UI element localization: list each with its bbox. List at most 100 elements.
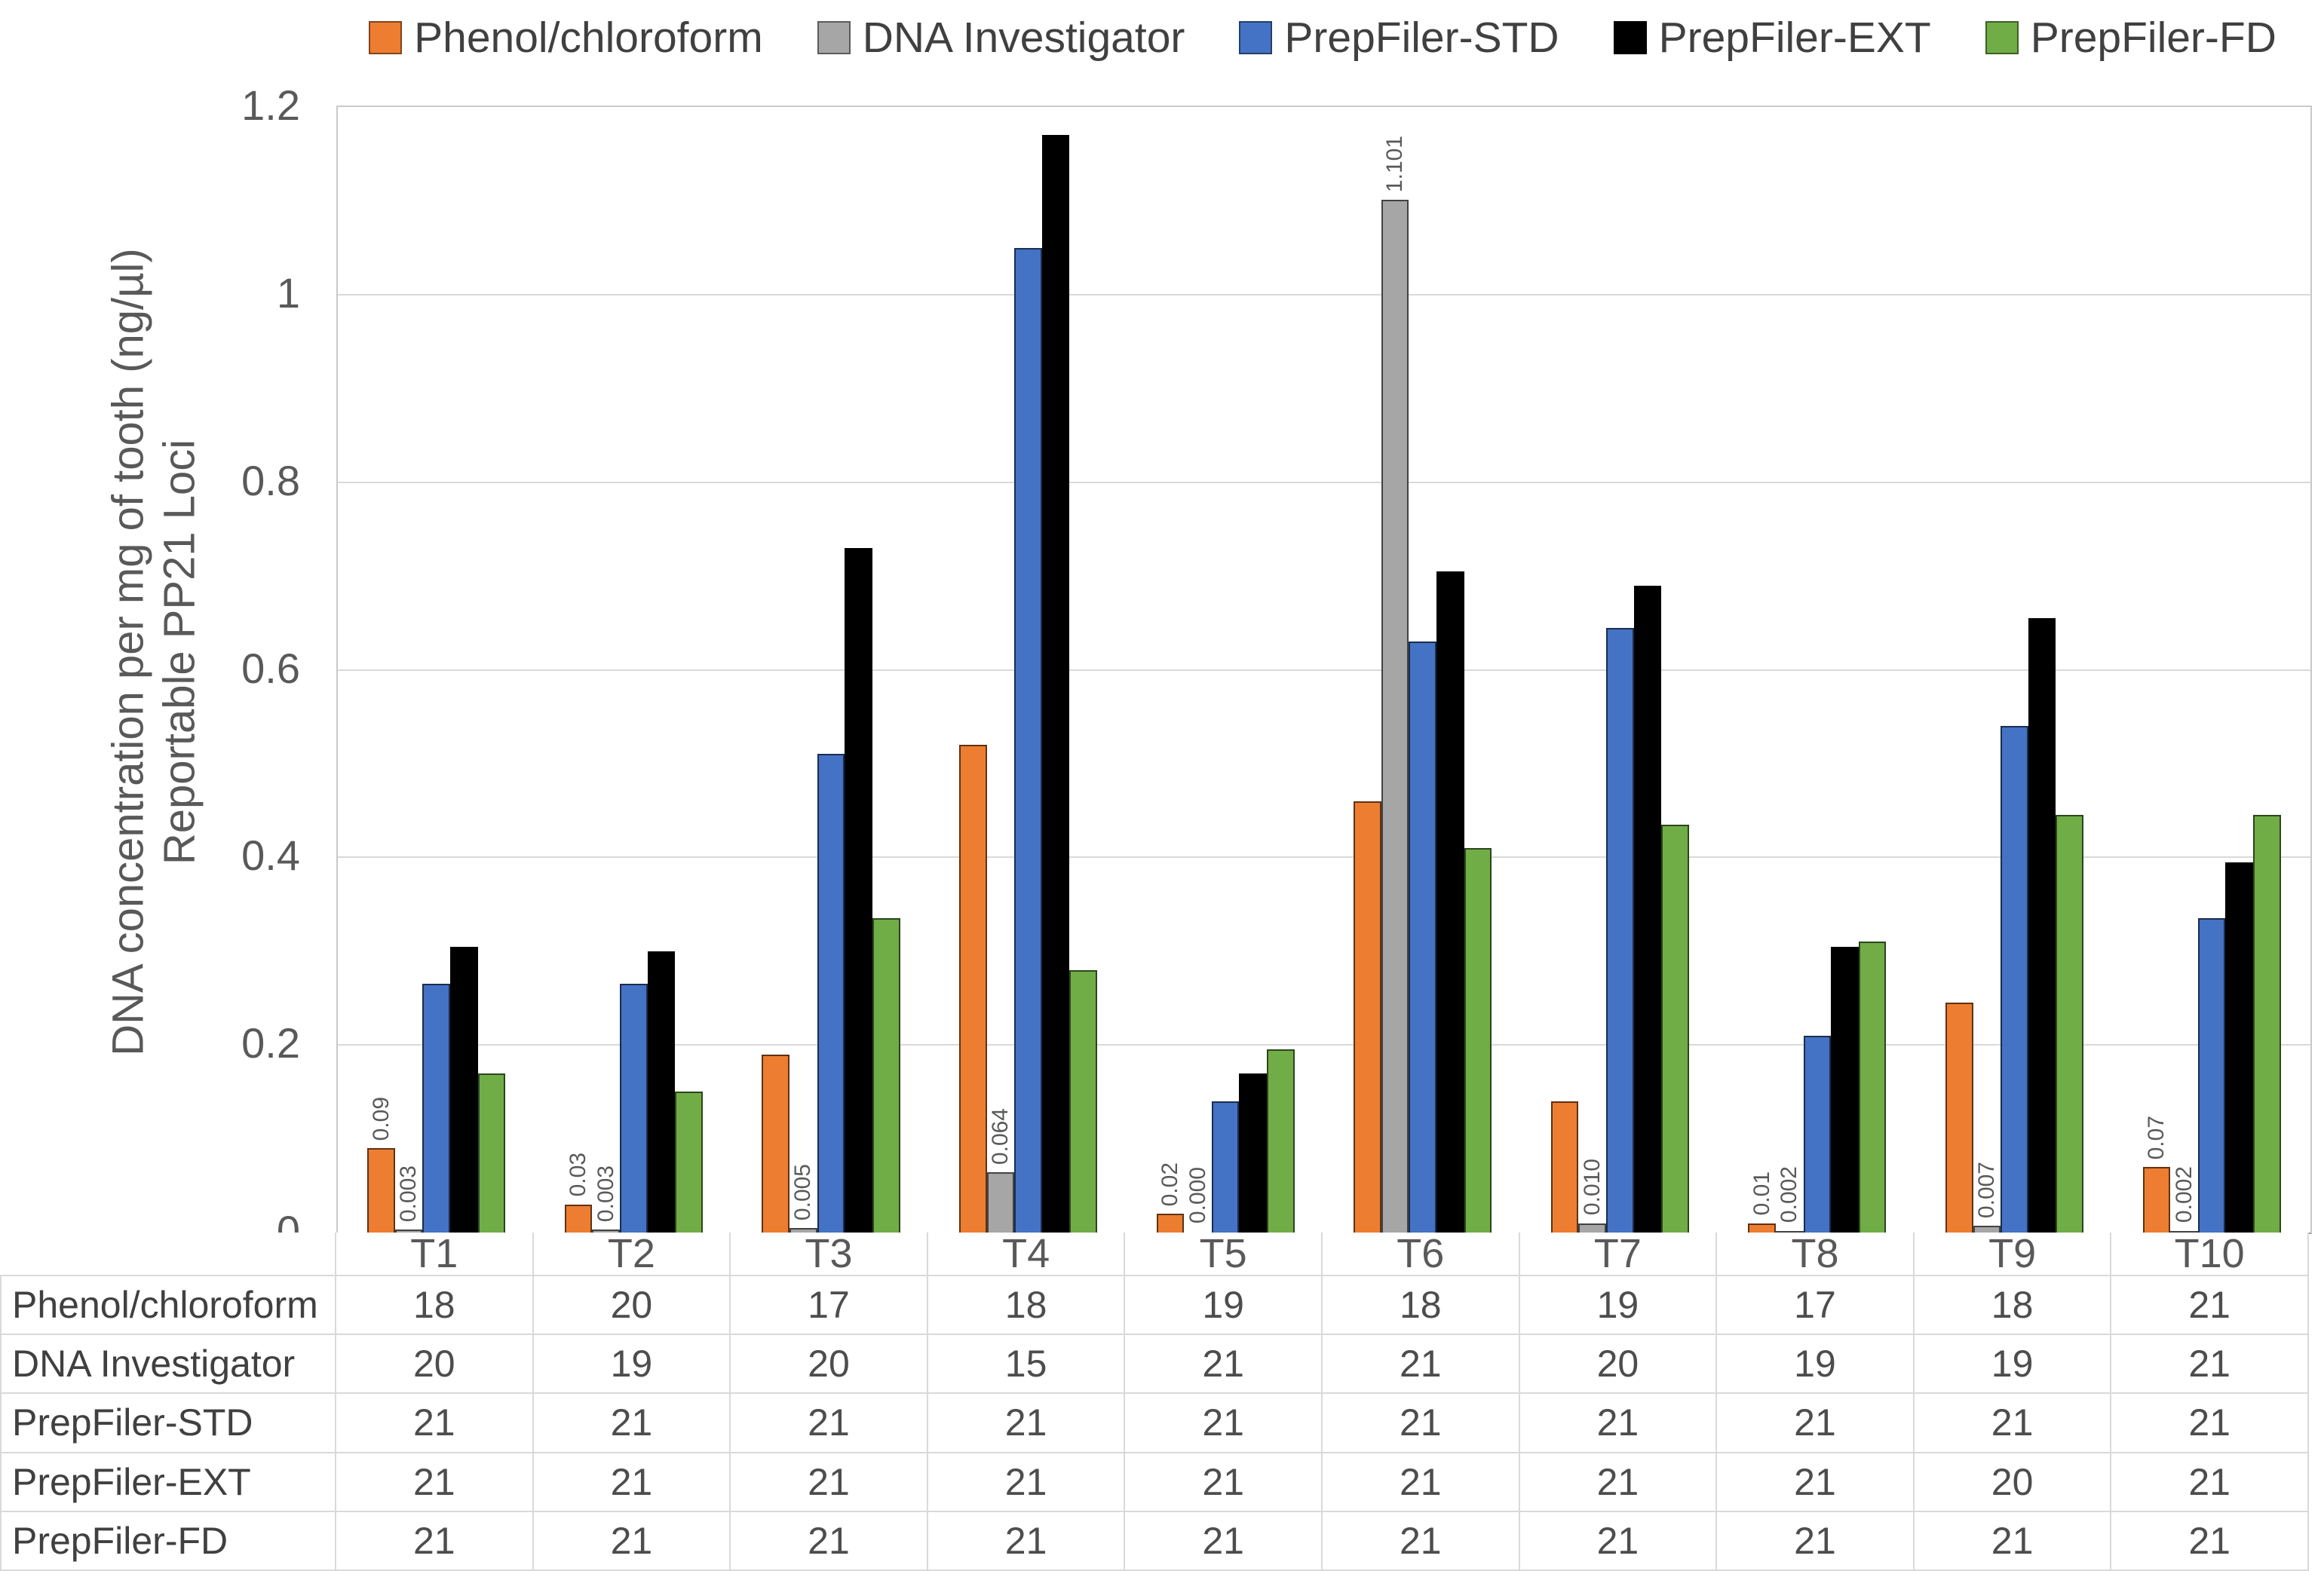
bar-value-label: 0.002 xyxy=(1777,1166,1802,1223)
legend-label: PrepFiler-FD xyxy=(2030,14,2276,62)
table-cell: 21 xyxy=(533,1394,731,1453)
bar-group-t9: 0.007 xyxy=(1916,107,2114,1233)
table-cell: 21 xyxy=(1914,1511,2112,1571)
table-cell: 21 xyxy=(2111,1453,2309,1512)
table-cell: 21 xyxy=(1323,1511,1520,1571)
bar xyxy=(647,951,676,1233)
bar xyxy=(2001,726,2028,1233)
bar: 0.01 xyxy=(1748,1171,1777,1233)
bar-group-t3: 0.005 xyxy=(732,107,930,1233)
bar-value-label: 0.02 xyxy=(1157,1162,1182,1207)
bar xyxy=(1041,135,1070,1233)
bar xyxy=(2253,815,2281,1233)
bar xyxy=(2056,815,2084,1233)
table-cell: 17 xyxy=(731,1276,928,1336)
table-row-label: Phenol/chloroform xyxy=(0,1276,336,1336)
table-cell: 21 xyxy=(927,1453,1126,1512)
category-label: T3 xyxy=(731,1233,928,1276)
table-row-label: DNA Investigator xyxy=(0,1335,336,1395)
table-cell: 20 xyxy=(1519,1335,1718,1395)
bar-value-label: 0.07 xyxy=(2143,1115,2169,1159)
legend-item: Phenol/chloroform xyxy=(369,13,763,63)
table-cell: 21 xyxy=(731,1394,928,1453)
table-cell: 21 xyxy=(2111,1335,2309,1395)
category-label: T7 xyxy=(1519,1233,1718,1276)
y-tick-label: 0.6 xyxy=(241,644,300,692)
table-cell: 21 xyxy=(927,1511,1126,1571)
table-cell: 18 xyxy=(1323,1276,1520,1336)
bar xyxy=(762,1054,790,1233)
gridline xyxy=(338,1044,2310,1046)
bar-value-label: 0.000 xyxy=(1185,1166,1210,1223)
category-label: T10 xyxy=(2111,1233,2309,1276)
bar-group-t7: 0.010 xyxy=(1522,107,1719,1233)
bar: 0.003 xyxy=(592,1165,621,1233)
table-cell: 21 xyxy=(336,1453,534,1512)
gridline xyxy=(338,856,2310,859)
y-tick-label: 1.2 xyxy=(241,81,300,129)
category-label: T1 xyxy=(336,1233,534,1276)
plot-area: 0.09 0.003 0.03 0.003 0.005 0.064 0.02 0.000 1.1… xyxy=(336,106,2312,1234)
y-tick-label: 0.8 xyxy=(241,456,300,504)
table-cell: 21 xyxy=(927,1394,1126,1453)
category-label: T9 xyxy=(1914,1233,2112,1276)
bar xyxy=(1633,585,1662,1233)
table-cell: 21 xyxy=(1125,1453,1323,1512)
bar xyxy=(1069,969,1098,1233)
bar-value-label: 0.005 xyxy=(790,1163,816,1220)
bar xyxy=(1211,1101,1240,1233)
table-cell: 20 xyxy=(533,1276,731,1336)
y-tick-label: 1 xyxy=(276,268,300,317)
gridline xyxy=(338,669,2310,671)
gridline xyxy=(338,293,2310,296)
bar-value-label: 0.003 xyxy=(593,1165,618,1223)
table-cell: 19 xyxy=(1125,1276,1323,1336)
bar xyxy=(422,984,451,1233)
table-cell: 21 xyxy=(1323,1335,1520,1395)
category-label: T4 xyxy=(927,1233,1126,1276)
bar xyxy=(1014,247,1042,1233)
table-row-label: PrepFiler-EXT xyxy=(0,1453,336,1512)
bar-groups: 0.09 0.003 0.03 0.003 0.005 0.064 0.02 0.000 1.1… xyxy=(338,107,2310,1233)
bar-group-t2: 0.03 0.003 xyxy=(535,107,733,1233)
legend-item: PrepFiler-EXT xyxy=(1613,13,1931,63)
bar xyxy=(959,745,987,1233)
legend-marker-icon xyxy=(1985,21,2019,54)
y-axis-title-line1: DNA concentration per mg of tooth (ng/µl… xyxy=(103,248,153,1056)
bar-group-t8: 0.01 0.002 xyxy=(1718,107,1916,1233)
table-cell: 21 xyxy=(336,1511,534,1571)
legend-item: DNA Investigator xyxy=(817,13,1185,63)
bar xyxy=(477,1073,506,1233)
bar: 0.03 xyxy=(564,1153,593,1233)
bar-value-label: 0.010 xyxy=(1579,1159,1605,1216)
table-cell: 21 xyxy=(731,1453,928,1512)
category-label: T6 xyxy=(1323,1233,1520,1276)
bar-group-t5: 0.02 0.000 xyxy=(1127,107,1324,1233)
bar xyxy=(1436,571,1464,1233)
bar xyxy=(2028,618,2056,1233)
bar-group-t10: 0.07 0.002 xyxy=(2113,107,2310,1233)
category-label: T8 xyxy=(1717,1233,1915,1276)
bar: 0.02 xyxy=(1156,1162,1185,1233)
table-cell: 19 xyxy=(533,1335,731,1395)
table-cell: 21 xyxy=(1519,1511,1718,1571)
bar: 0.010 xyxy=(1578,1159,1607,1233)
bar xyxy=(1550,1101,1579,1233)
y-tick-label: 0.2 xyxy=(241,1019,300,1067)
table-cell: 19 xyxy=(1717,1335,1915,1395)
legend-item: PrepFiler-STD xyxy=(1239,13,1559,63)
bar-value-label: 0.002 xyxy=(2171,1166,2197,1223)
table-cell: 21 xyxy=(1125,1394,1323,1453)
table-row-label: PrepFiler-FD xyxy=(0,1511,336,1571)
bar xyxy=(1354,801,1381,1233)
table-cell: 18 xyxy=(1914,1276,2112,1336)
bar-value-label: 1.101 xyxy=(1382,136,1408,193)
bar-value-label: 0.01 xyxy=(1749,1171,1774,1216)
table-cell: 21 xyxy=(2111,1511,2309,1571)
bar xyxy=(872,918,900,1233)
legend-label: Phenol/chloroform xyxy=(414,14,763,62)
table-cell: 20 xyxy=(731,1335,928,1395)
table-cell: 15 xyxy=(927,1335,1126,1395)
bar xyxy=(845,547,872,1233)
